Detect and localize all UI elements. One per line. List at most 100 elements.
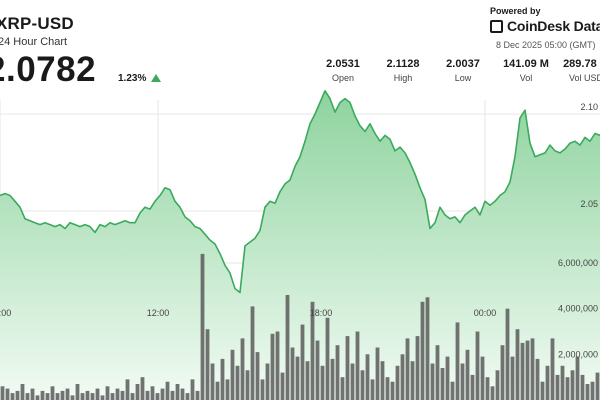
volume-bar <box>395 365 400 400</box>
volume-bar <box>380 361 385 400</box>
volume-bar <box>335 345 340 400</box>
powered-by-label: Powered by <box>490 6 541 16</box>
volume-bar <box>530 338 535 400</box>
volume-bar <box>95 388 100 400</box>
volume-bar <box>240 338 245 400</box>
volume-bar <box>180 388 185 400</box>
up-arrow-icon <box>151 74 161 82</box>
volume-bar <box>590 381 595 400</box>
volume-bar <box>155 393 160 400</box>
volume-bar <box>175 384 180 400</box>
volume-bar <box>445 356 450 400</box>
stat-value: 289.78 M <box>563 58 600 70</box>
volume-bar <box>205 329 210 400</box>
volume-bar <box>185 393 190 400</box>
volume-bar <box>350 363 355 400</box>
volume-bar <box>50 386 55 400</box>
volume-bar <box>420 301 425 400</box>
timestamp: 8 Dec 2025 05:00 (GMT) <box>496 40 596 50</box>
volume-bar <box>480 356 485 400</box>
stat-label: Vol USD <box>568 73 600 83</box>
volume-bar <box>255 352 260 400</box>
volume-bar <box>60 390 65 400</box>
volume-bar <box>415 336 420 400</box>
volume-bar <box>30 388 35 400</box>
time-tick-label: 06:00 <box>0 308 11 318</box>
stat-low: 2.0037 Low <box>433 58 493 83</box>
volume-bar <box>120 390 125 400</box>
volume-bar <box>80 393 85 400</box>
volume-bar <box>65 388 70 400</box>
volume-bar <box>260 379 265 400</box>
volume-bar <box>545 365 550 400</box>
volume-bar <box>585 384 590 400</box>
volume-bar <box>145 390 150 400</box>
volume-bar <box>130 393 135 400</box>
current-price: 2.0782 <box>0 50 97 89</box>
volume-bar <box>355 331 360 400</box>
volume-bar <box>170 390 175 400</box>
volume-bar <box>75 384 80 400</box>
volume-bar <box>520 342 525 400</box>
volume-bar <box>295 356 300 400</box>
stat-value: 2.0037 <box>446 58 480 70</box>
brand-name: CoinDesk Data <box>507 18 600 34</box>
volume-bar <box>405 338 410 400</box>
volume-bar <box>375 347 380 400</box>
volume-bar <box>160 388 165 400</box>
volume-bar <box>300 324 305 400</box>
time-tick-label: 00:00 <box>474 308 497 318</box>
volume-bar <box>5 388 10 400</box>
stat-value: 2.0531 <box>326 58 360 70</box>
volume-bar <box>90 393 95 400</box>
volume-bar <box>265 363 270 400</box>
volume-bar <box>470 374 475 400</box>
stat-label: Low <box>454 73 472 83</box>
volume-bar <box>320 365 325 400</box>
volume-bar <box>125 379 130 400</box>
volume-tick-label: 4,000,000 <box>558 304 598 314</box>
volume-bar <box>110 393 115 400</box>
volume-bar <box>465 349 470 400</box>
volume-bar <box>270 333 275 400</box>
volume-bar <box>25 393 30 400</box>
volume-bar <box>540 381 545 400</box>
volume-bar <box>325 317 330 400</box>
volume-bar <box>485 377 490 400</box>
volume-bar <box>225 379 230 400</box>
stat-vol-usd: 289.78 M Vol USD <box>556 58 600 83</box>
volume-bar <box>245 370 250 400</box>
volume-bar <box>580 374 585 400</box>
stat-value: 141.09 M <box>503 58 549 70</box>
stat-high: 2.1128 High <box>373 58 433 83</box>
volume-bar <box>285 295 290 400</box>
volume-bar <box>315 340 320 400</box>
volume-bar <box>460 363 465 400</box>
volume-bar <box>560 365 565 400</box>
volume-bar <box>555 374 560 400</box>
volume-bar <box>450 381 455 400</box>
volume-bar <box>565 377 570 400</box>
volume-bar <box>115 388 120 400</box>
volume-bar <box>385 377 390 400</box>
volume-bar <box>135 384 140 400</box>
volume-bar <box>425 297 430 400</box>
volume-bar <box>290 347 295 400</box>
stat-open: 2.0531 Open <box>313 58 373 83</box>
volume-bar <box>340 377 345 400</box>
volume-bar <box>45 393 50 400</box>
volume-bar <box>100 395 105 400</box>
volume-bar <box>210 363 215 400</box>
volume-bar <box>200 253 205 400</box>
symbol-title: XRP-USD <box>0 14 74 33</box>
stat-label: Vol <box>519 73 533 83</box>
volume-bar <box>455 322 460 400</box>
volume-tick-label: 2,000,000 <box>558 349 598 359</box>
volume-bar <box>35 395 40 400</box>
volume-bar <box>250 306 255 400</box>
volume-bar <box>220 358 225 400</box>
stat-value: 2.1128 <box>386 58 420 70</box>
volume-bar <box>0 386 5 400</box>
volume-bar <box>165 381 170 400</box>
